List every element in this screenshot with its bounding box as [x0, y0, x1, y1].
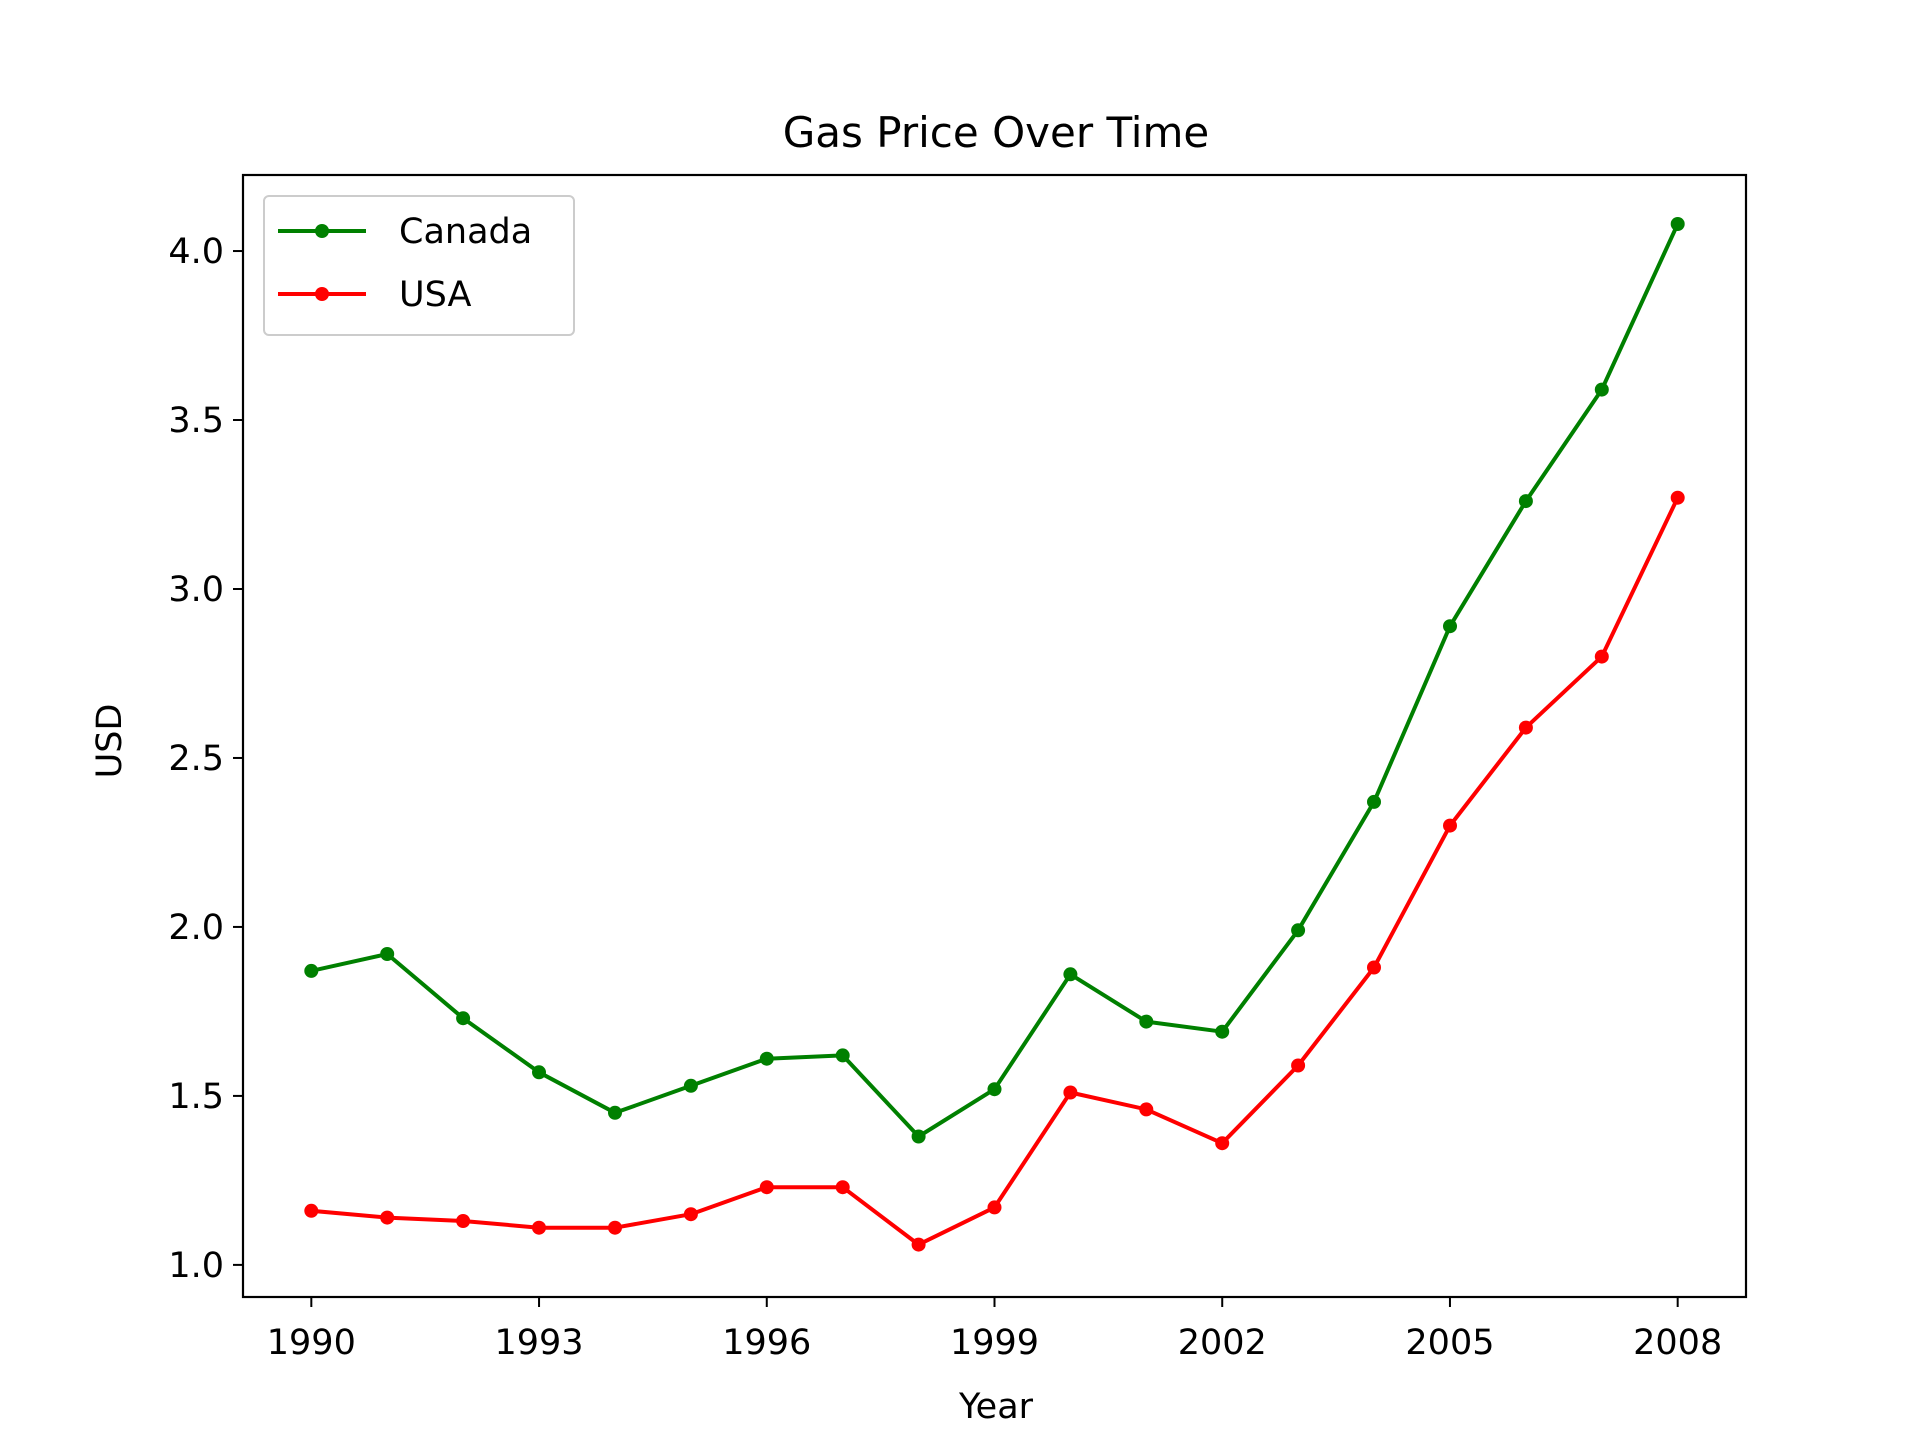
data-point-canada [911, 1129, 926, 1144]
chart-title: Gas Price Over Time [783, 108, 1209, 157]
legend-label-canada: Canada [399, 212, 532, 252]
data-point-usa [683, 1207, 698, 1222]
x-tick-label: 1990 [267, 1323, 356, 1363]
x-tick-label: 1993 [495, 1323, 584, 1363]
x-axis-label: Year [958, 1387, 1034, 1427]
data-point-usa [1291, 1058, 1306, 1073]
x-tick-label: 1996 [722, 1323, 811, 1363]
data-point-usa [380, 1210, 395, 1225]
data-point-canada [380, 947, 395, 961]
data-point-canada [456, 1011, 471, 1026]
data-point-canada [608, 1105, 622, 1120]
data-point-canada [1518, 494, 1533, 509]
y-tick-label: 1.0 [168, 1246, 224, 1286]
data-point-usa [532, 1220, 546, 1235]
data-point-canada [1139, 1014, 1154, 1029]
data-point-canada [304, 963, 319, 978]
data-point-usa [304, 1203, 319, 1218]
plot-area [241, 173, 1748, 1299]
x-axis: 1990 1993 1996 1999 2002 2005 2008 [267, 1297, 1722, 1363]
data-point-usa [456, 1214, 471, 1228]
data-point-usa [1594, 649, 1609, 664]
y-axis-label: USD [90, 704, 130, 779]
data-point-canada [835, 1048, 850, 1063]
data-point-canada [1367, 794, 1381, 809]
data-point-canada [1670, 217, 1685, 231]
x-tick-label: 1999 [950, 1323, 1039, 1363]
x-tick-label: 2002 [1178, 1323, 1267, 1363]
data-point-usa [1063, 1085, 1078, 1100]
data-point-canada [1443, 619, 1457, 634]
y-tick-label: 4.0 [168, 232, 224, 272]
y-tick-label: 1.5 [168, 1077, 224, 1117]
legend-marker-canada [315, 224, 329, 238]
x-tick-label: 2008 [1633, 1323, 1722, 1363]
data-point-canada [759, 1051, 774, 1066]
legend-label-usa: USA [399, 275, 471, 315]
data-point-usa [1215, 1136, 1230, 1151]
data-point-canada [1594, 382, 1609, 397]
legend-marker-usa [315, 287, 329, 301]
data-point-usa [1367, 960, 1381, 975]
data-point-usa [608, 1220, 622, 1235]
x-tick-label: 2005 [1405, 1323, 1494, 1363]
y-tick-label: 2.5 [168, 739, 224, 779]
data-point-usa [911, 1237, 926, 1252]
data-point-usa [835, 1180, 850, 1195]
data-point-usa [1670, 490, 1685, 505]
data-point-usa [1518, 720, 1533, 735]
data-point-canada [1291, 923, 1306, 938]
legend: Canada USA [263, 195, 575, 336]
data-point-canada [1215, 1024, 1230, 1039]
y-tick-label: 3.0 [168, 570, 224, 610]
data-point-canada [987, 1082, 1002, 1097]
data-point-canada [683, 1078, 698, 1093]
data-point-canada [532, 1065, 546, 1080]
data-point-canada [1063, 967, 1078, 982]
y-tick-label: 3.5 [168, 401, 224, 441]
data-point-usa [759, 1180, 774, 1195]
data-point-usa [987, 1200, 1002, 1215]
y-axis: 1.0 1.5 2.0 2.5 3.0 3.5 4.0 [168, 232, 243, 1286]
data-point-usa [1139, 1102, 1154, 1117]
data-point-usa [1443, 818, 1457, 833]
y-tick-label: 2.0 [168, 908, 224, 948]
